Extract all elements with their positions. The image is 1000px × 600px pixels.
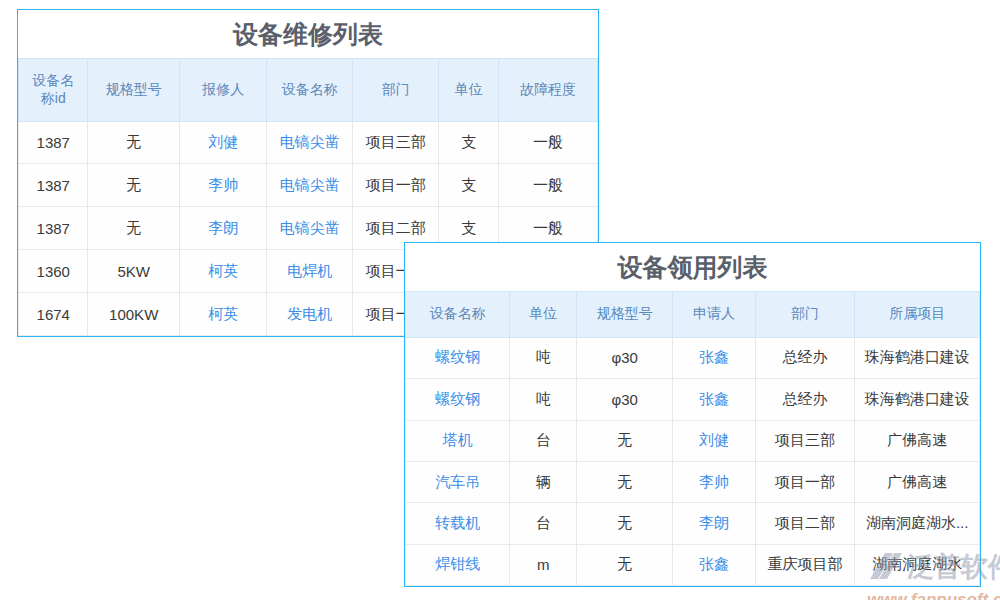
svg-text:www.fanpusoft.com: www.fanpusoft.com [867,590,1000,600]
